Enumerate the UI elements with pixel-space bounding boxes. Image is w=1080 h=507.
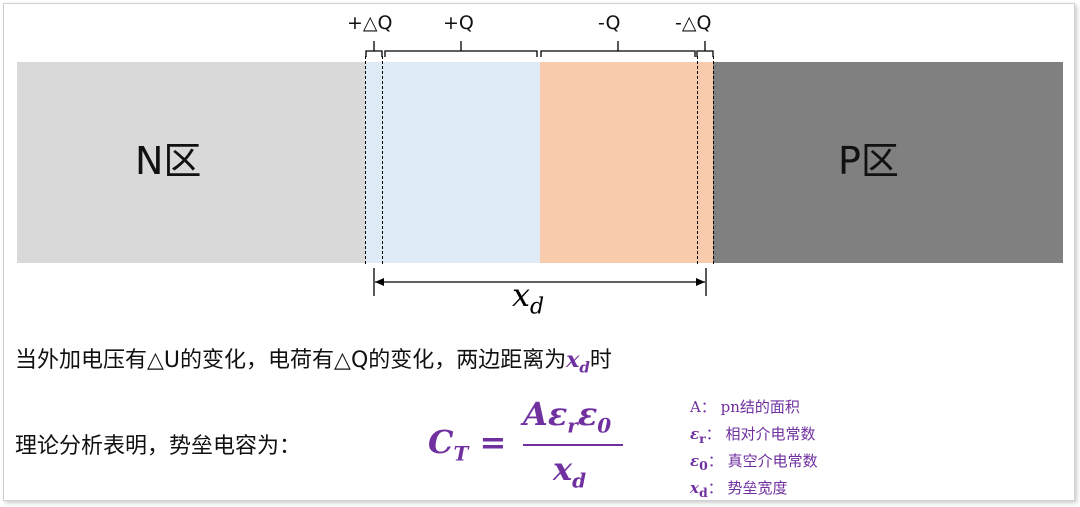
boundary-line	[382, 56, 383, 264]
brace-minus-delta	[696, 41, 714, 57]
legend-item: A： pn结的面积	[690, 398, 800, 416]
boundary-line	[713, 56, 714, 264]
brace-plus-delta	[365, 41, 383, 57]
brace-minus-q	[540, 41, 696, 57]
n-region	[17, 62, 365, 263]
plus-q-label: +Q	[443, 12, 474, 34]
plus-delta-region	[365, 62, 382, 263]
p-region	[713, 62, 1063, 263]
slide-frame	[3, 3, 1075, 501]
braces-and-arrow	[365, 41, 714, 296]
symbol-legend: A： pn结的面积 εr： 相对介电常数 ε0： 真空介电常数 xd： 势垒宽度	[690, 396, 818, 504]
boundary-line	[365, 56, 366, 264]
legend-item: xd： 势垒宽度	[690, 479, 788, 500]
n-region-label: N区	[135, 139, 202, 183]
plus-q-region	[382, 62, 540, 263]
minus-q-label: -Q	[598, 12, 621, 34]
description-line-1: 当外加电压有△U的变化，电荷有△Q的变化，两边距离为xd时	[15, 347, 612, 377]
minus-delta-q-label: -△Q	[675, 12, 712, 34]
description-line-2: 理论分析表明，势垒电容为：	[15, 434, 302, 459]
p-region-label: P区	[838, 139, 899, 183]
minus-q-region	[540, 62, 713, 263]
width-label: xd	[512, 276, 545, 320]
legend-item: ε0： 真空介电常数	[690, 452, 818, 473]
boundary-line	[697, 56, 698, 264]
fraction-bar	[523, 444, 623, 446]
legend-item: εr： 相对介电常数	[690, 425, 816, 446]
brace-plus-q	[384, 41, 538, 57]
plus-delta-q-label: +△Q	[347, 12, 393, 34]
width-arrow	[373, 268, 707, 296]
